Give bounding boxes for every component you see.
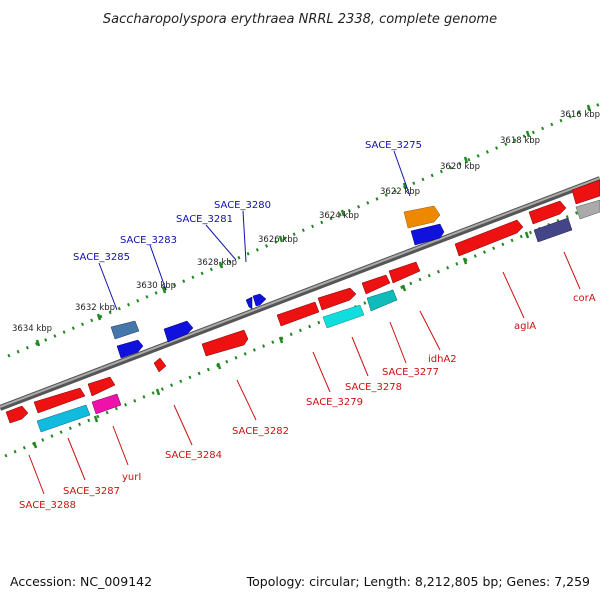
gene-label[interactable]: yurI <box>122 472 141 483</box>
genome-backbone <box>0 176 600 411</box>
topology-summary: Topology: circular; Length: 8,212,805 bp… <box>246 574 590 589</box>
gene-feature[interactable] <box>388 261 421 284</box>
gene-feature[interactable] <box>87 376 116 397</box>
scale-label: 3630 kbp <box>136 281 176 291</box>
scale-label: 3624 kbp <box>319 211 359 221</box>
ruler-upper <box>7 102 600 358</box>
gene-feature[interactable] <box>454 219 524 257</box>
gene-label[interactable]: SACE_3277 <box>382 367 439 378</box>
gene-feature[interactable] <box>317 287 357 311</box>
gene-feature[interactable] <box>116 339 144 359</box>
gene-label[interactable]: SACE_3282 <box>232 426 289 437</box>
gene-feature[interactable] <box>36 404 91 433</box>
gene-label[interactable]: SACE_3280 <box>214 200 271 211</box>
gene-feature[interactable] <box>361 274 391 295</box>
gene-features <box>5 179 600 433</box>
scale-label: 3622 kbp <box>380 187 420 197</box>
gene-feature[interactable] <box>571 179 600 205</box>
gene-feature[interactable] <box>403 205 441 229</box>
scale-label: 3616 kbp <box>560 110 600 120</box>
bottom-gene-labels: corA aglA idhA2 SACE_3277 SACE_3278 SACE… <box>19 293 596 511</box>
gene-label[interactable]: SACE_3283 <box>120 235 177 246</box>
gene-feature[interactable] <box>245 296 253 310</box>
gene-feature[interactable] <box>201 329 249 357</box>
scale-label: 3632 kbp <box>75 303 115 313</box>
gene-label[interactable]: SACE_3278 <box>345 382 402 393</box>
ruler-upper-major-ticks <box>35 104 592 347</box>
accession-text: Accession: NC_009142 <box>10 574 152 589</box>
gene-label[interactable]: corA <box>573 293 596 304</box>
map-title: Saccharopolyspora erythraea NRRL 2338, c… <box>103 12 497 27</box>
ruler-lower <box>4 201 600 458</box>
gene-feature[interactable] <box>110 320 140 340</box>
gene-feature[interactable] <box>528 200 567 225</box>
gene-feature[interactable] <box>322 304 365 329</box>
gene-label[interactable]: SACE_3285 <box>73 252 130 263</box>
gene-feature[interactable] <box>410 223 445 246</box>
gene-feature[interactable] <box>533 217 573 243</box>
gene-label[interactable]: SACE_3287 <box>63 486 120 497</box>
gene-feature[interactable] <box>91 393 122 415</box>
gene-label[interactable]: SACE_3275 <box>365 140 422 151</box>
gene-feature[interactable] <box>252 293 267 307</box>
gene-label[interactable]: SACE_3284 <box>165 450 222 461</box>
gene-feature[interactable] <box>276 301 320 327</box>
gene-feature[interactable] <box>153 357 167 373</box>
scale-label: 3626 kbp <box>258 235 298 245</box>
gene-feature[interactable] <box>366 289 398 312</box>
scale-labels: 3616 kbp 3618 kbp 3620 kbp 3622 kbp 3624… <box>12 110 600 334</box>
gene-feature[interactable] <box>5 405 29 424</box>
scale-label: 3620 kbp <box>440 162 480 172</box>
scale-label: 3618 kbp <box>500 136 540 146</box>
gene-label[interactable]: SACE_3279 <box>306 397 363 408</box>
gene-feature[interactable] <box>33 387 86 414</box>
bottom-label-connectors <box>28 251 581 495</box>
gene-label[interactable]: SACE_3281 <box>176 214 233 225</box>
scale-label: 3634 kbp <box>12 324 52 334</box>
top-gene-labels: SACE_3275 SACE_3280 SACE_3281 SACE_3283 … <box>73 140 422 263</box>
scale-label: 3628 kbp <box>197 258 237 268</box>
gene-label[interactable]: idhA2 <box>428 354 457 365</box>
top-label-connectors <box>98 150 411 311</box>
gene-label[interactable]: SACE_3288 <box>19 500 76 511</box>
gene-label[interactable]: aglA <box>514 321 536 332</box>
gene-feature[interactable] <box>575 199 600 220</box>
gene-feature[interactable] <box>163 320 194 343</box>
